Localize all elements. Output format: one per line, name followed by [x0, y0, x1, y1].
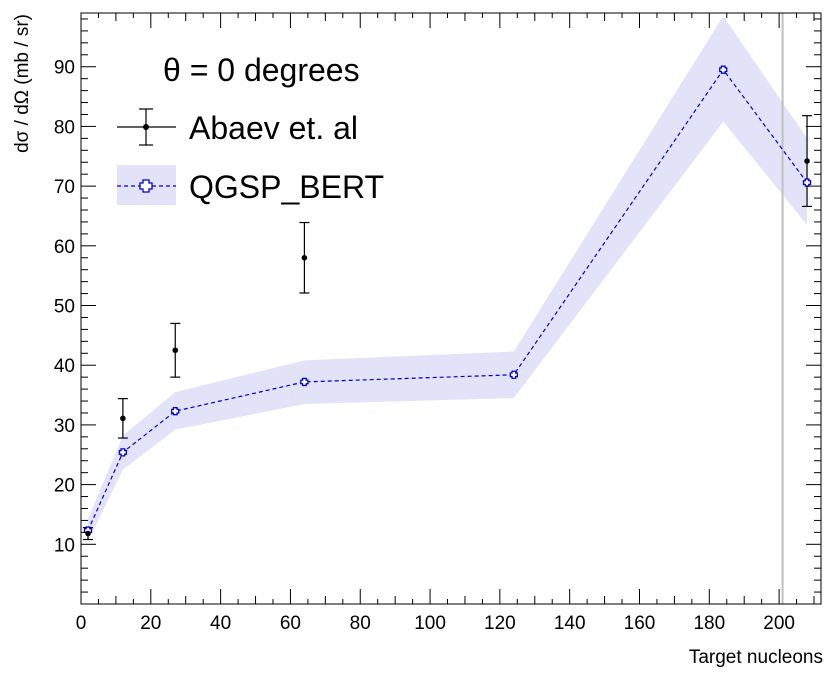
qgsp-uncertainty-band	[87, 15, 808, 542]
legend: θ = 0 degrees Abaev et. al QGSP_BERT	[117, 52, 384, 205]
abaev-point	[172, 347, 179, 354]
x-tick-label: 120	[484, 613, 516, 634]
x-tick-label: 0	[76, 613, 87, 634]
x-tick-label: 180	[693, 613, 725, 634]
tick-layer	[80, 13, 821, 605]
y-tick-label: 20	[54, 476, 75, 497]
qgsp-point	[118, 448, 128, 457]
abaev-point	[804, 158, 810, 164]
abaev-point	[301, 254, 308, 261]
y-tick-label: 70	[54, 177, 75, 198]
plot-frame	[80, 12, 822, 605]
legend-title: θ = 0 degrees	[163, 52, 360, 88]
x-tick-label: 200	[763, 613, 795, 634]
qgsp-point	[171, 407, 180, 416]
legend-entry-qgsp: QGSP_BERT	[117, 165, 384, 205]
abaev-point	[85, 530, 91, 537]
qgsp-point	[719, 65, 728, 74]
y-tick-label: 60	[54, 237, 75, 258]
legend-entry-abaev: Abaev et. al	[117, 108, 358, 146]
x-tick-label: 100	[414, 613, 446, 634]
y-tick-label: 40	[54, 356, 75, 377]
y-tick-label: 80	[54, 117, 75, 138]
marker-layer	[83, 65, 812, 537]
x-tick-label: 60	[280, 613, 301, 634]
x-tick-label: 20	[140, 613, 161, 634]
qgsp-point	[802, 178, 812, 187]
legend-qgsp-marker	[139, 179, 153, 193]
tick-label-layer: 0 20 40 60 80 100 120 140 160 180 200 10 20 30 40 50 60 7…	[54, 58, 795, 634]
qgsp-point	[509, 370, 518, 379]
band-layer	[87, 15, 808, 542]
y-tick-label: 50	[54, 297, 75, 318]
y-axis-title: dσ / dΩ (mb / sr)	[12, 14, 33, 153]
legend-abaev-label: Abaev et. al	[189, 110, 358, 146]
legend-qgsp-label: QGSP_BERT	[189, 169, 384, 205]
y-tick-label: 10	[54, 535, 75, 556]
x-tick-label: 80	[350, 613, 371, 634]
y-tick-label: 30	[54, 416, 75, 437]
qgsp-point	[300, 377, 309, 387]
abaev-point	[120, 415, 126, 422]
x-axis-title: Target nucleons	[689, 647, 823, 668]
y-tick-label: 90	[54, 58, 75, 79]
x-tick-label: 160	[624, 613, 656, 634]
legend-abaev-marker	[143, 124, 149, 130]
x-tick-label: 140	[554, 613, 586, 634]
x-tick-label: 40	[210, 613, 231, 634]
